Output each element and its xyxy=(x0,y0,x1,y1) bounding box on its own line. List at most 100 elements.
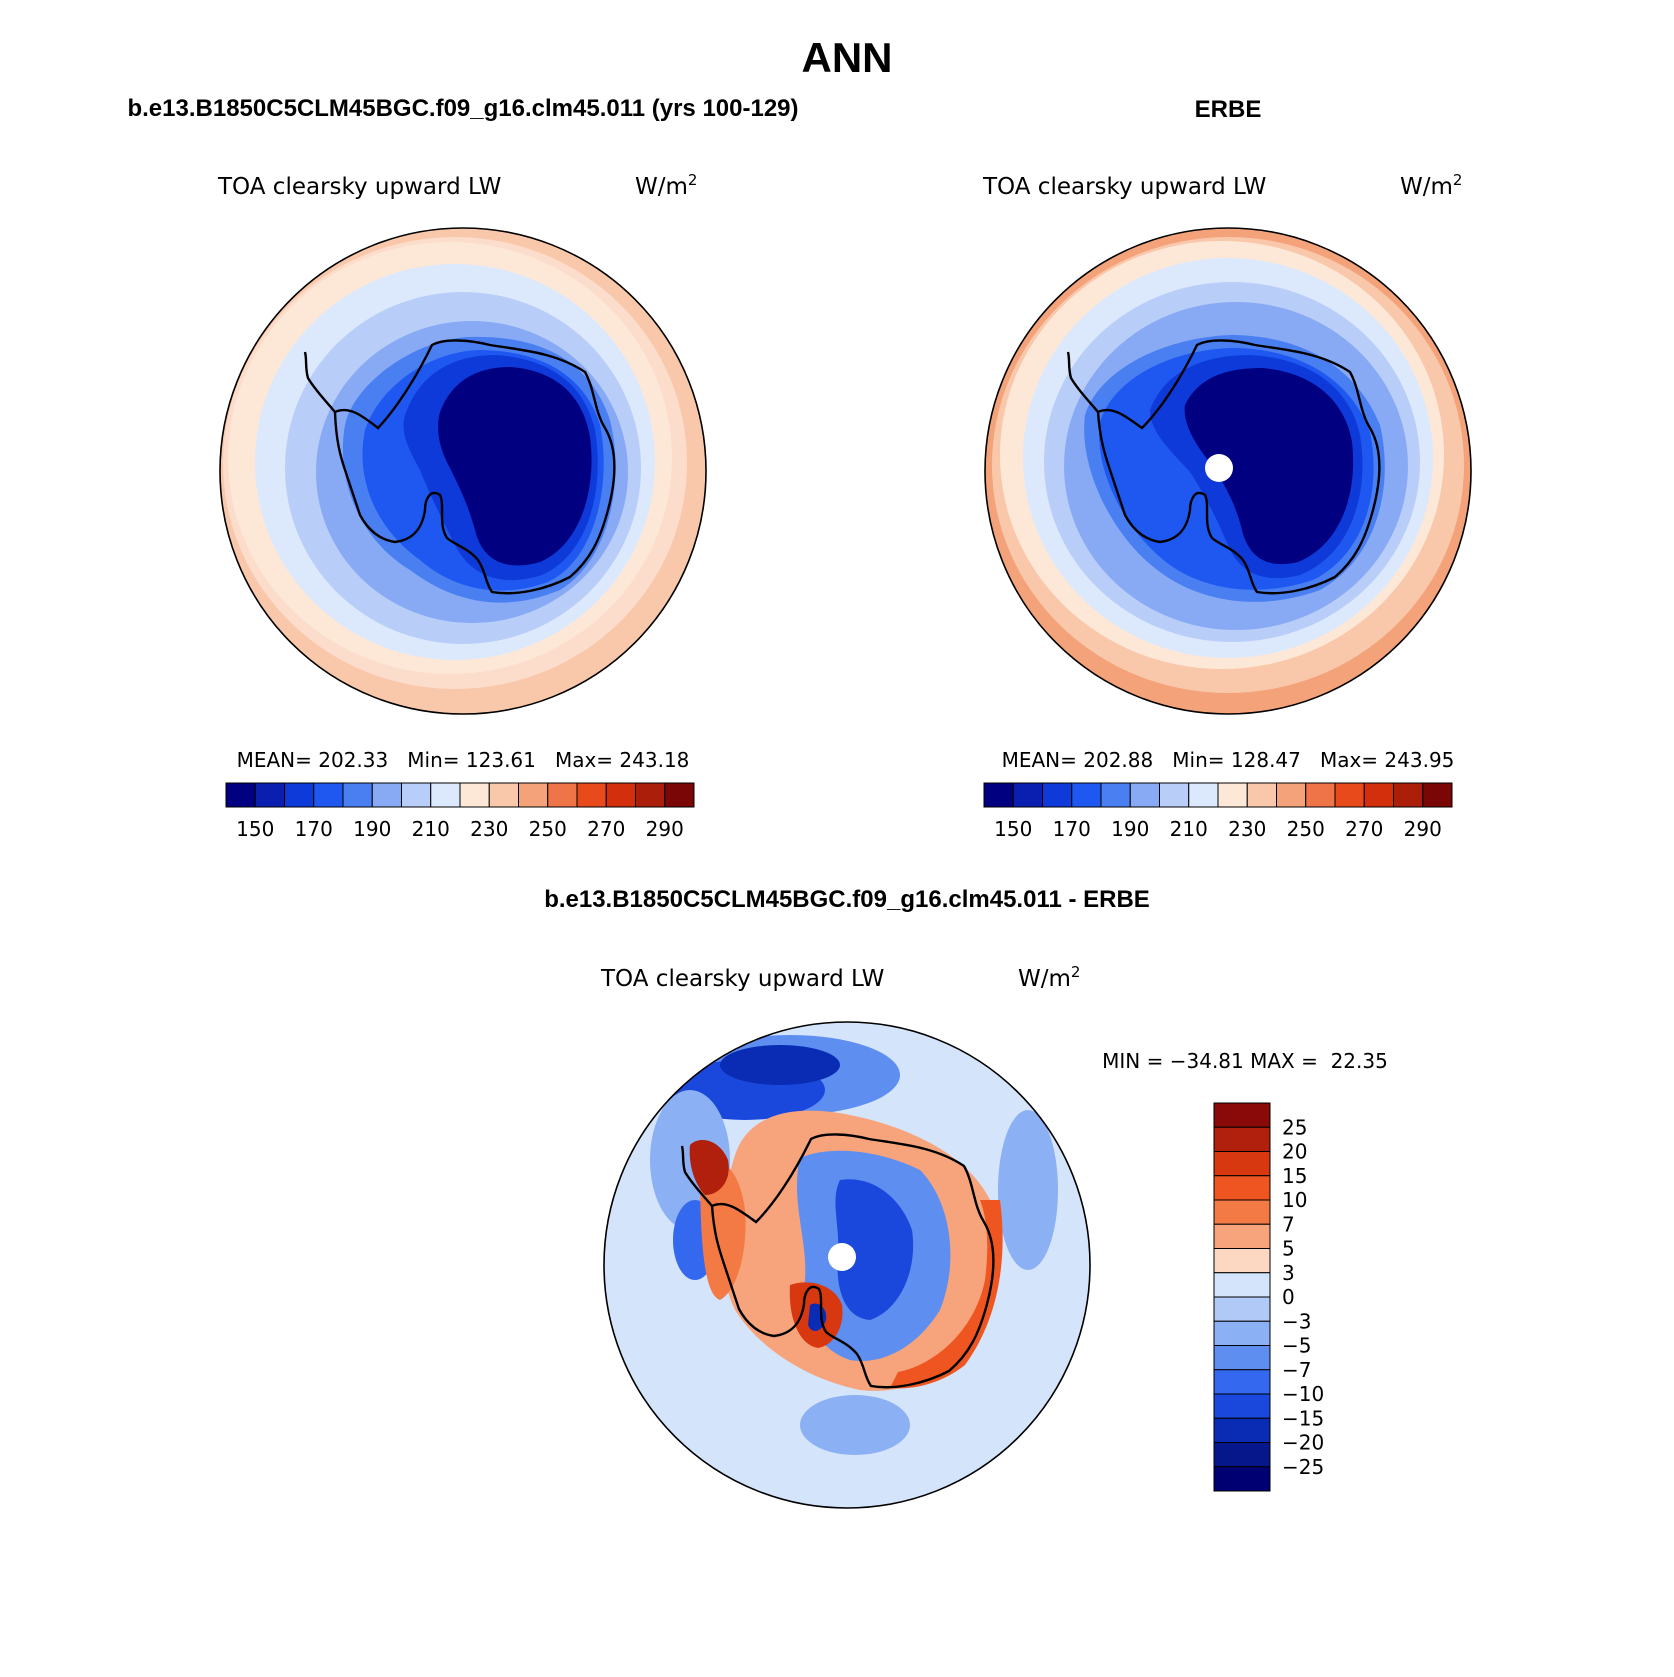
colorbar-tick-label: 250 xyxy=(529,817,567,841)
obs-map xyxy=(984,227,1472,715)
colorbar-tick-label: 5 xyxy=(1282,1237,1295,1261)
model-stats: MEAN= 202.33 Min= 123.61 Max= 243.18 xyxy=(237,748,690,772)
colorbar-swatch xyxy=(1213,1223,1271,1249)
model-colorbar: 150 170 190 210 230 250 270 290 xyxy=(225,782,695,841)
obs-colorbar: 150 170 190 210 230 250 270 290 xyxy=(983,782,1453,841)
colorbar-tick-label: 230 xyxy=(470,817,508,841)
peninsula-outline xyxy=(680,1145,713,1207)
colorbar-tick-label: 270 xyxy=(1345,817,1383,841)
colorbar-swatch xyxy=(1213,1417,1271,1443)
model-units-label: W/m2 xyxy=(635,171,697,200)
pole-hole xyxy=(1205,454,1233,482)
colorbar-swatch xyxy=(254,782,285,808)
colorbar-tick-label: 250 xyxy=(1287,817,1325,841)
colorbar-tick-label: 150 xyxy=(994,817,1032,841)
colorbar-tick-label: −25 xyxy=(1282,1455,1324,1479)
colorbar-swatch xyxy=(1276,782,1307,808)
colorbar-tick-label: −7 xyxy=(1282,1358,1311,1382)
obs-panel-title: ERBE xyxy=(1195,96,1262,123)
diff-panel-title: b.e13.B1850C5CLM45BGC.f09_g16.clm45.011 … xyxy=(544,886,1150,913)
colorbar-swatch xyxy=(1213,1442,1271,1468)
colorbar-tick-label: 190 xyxy=(1111,817,1149,841)
colorbar-tick-label: 290 xyxy=(1404,817,1442,841)
colorbar-swatch xyxy=(1213,1272,1271,1298)
colorbar-swatch xyxy=(342,782,373,808)
colorbar-swatch xyxy=(401,782,432,808)
colorbar-tick-label: 270 xyxy=(587,817,625,841)
colorbar-swatch xyxy=(1305,782,1336,808)
colorbar-swatch xyxy=(1188,782,1219,808)
colorbar-swatch xyxy=(284,782,315,808)
colorbar-tick-label: −5 xyxy=(1282,1334,1311,1358)
diff-map xyxy=(603,1021,1091,1509)
colorbar-swatch xyxy=(1213,1466,1271,1492)
coastline-outline xyxy=(333,339,616,595)
colorbar-swatch xyxy=(1213,1320,1271,1346)
colorbar-swatch xyxy=(576,782,607,808)
map-border xyxy=(603,1021,1091,1509)
colorbar-tick-label: 15 xyxy=(1282,1164,1307,1188)
colorbar-swatch xyxy=(1213,1151,1271,1177)
units-exponent: 2 xyxy=(1453,171,1463,189)
colorbar-swatch xyxy=(1100,782,1131,808)
colorbar-swatch xyxy=(1042,782,1073,808)
colorbar-tick-label: 190 xyxy=(353,817,391,841)
colorbar-swatch xyxy=(635,782,666,808)
colorbar-tick-label: −20 xyxy=(1282,1431,1324,1455)
colorbar-swatch xyxy=(605,782,636,808)
coastline-outline xyxy=(1096,339,1381,595)
colorbar-swatch xyxy=(371,782,402,808)
colorbar-swatch xyxy=(1363,782,1394,808)
colorbar-swatch xyxy=(518,782,549,808)
peninsula-outline xyxy=(303,351,336,413)
colorbar-swatch xyxy=(1393,782,1424,808)
colorbar-swatch xyxy=(1213,1199,1271,1225)
colorbar-swatch xyxy=(1422,782,1453,808)
peninsula-outline xyxy=(1066,351,1099,413)
colorbar-swatch xyxy=(1071,782,1102,808)
colorbar-swatch xyxy=(430,782,461,808)
colorbar-swatch xyxy=(1213,1369,1271,1395)
colorbar-swatch xyxy=(225,782,256,808)
colorbar-tick-label: 20 xyxy=(1282,1140,1307,1164)
colorbar-tick-label: 170 xyxy=(295,817,333,841)
colorbar-swatch xyxy=(1213,1102,1271,1128)
colorbar-swatch xyxy=(459,782,490,808)
colorbar-tick-label: −3 xyxy=(1282,1309,1311,1333)
colorbar-tick-label: −15 xyxy=(1282,1406,1324,1430)
colorbar-tick-label: −10 xyxy=(1282,1382,1324,1406)
colorbar-swatch xyxy=(1213,1175,1271,1201)
colorbar-tick-label: 3 xyxy=(1282,1261,1295,1285)
colorbar-tick-label: 25 xyxy=(1282,1115,1307,1139)
obs-variable-label: TOA clearsky upward LW xyxy=(982,174,1266,200)
model-panel-title: b.e13.B1850C5CLM45BGC.f09_g16.clm45.011 … xyxy=(127,95,798,122)
colorbar-swatch xyxy=(1213,1248,1271,1274)
colorbar-swatch xyxy=(983,782,1014,808)
model-map xyxy=(219,227,707,715)
colorbar-swatch xyxy=(1217,782,1248,808)
diff-units-label: W/m2 xyxy=(1018,963,1080,992)
colorbar-swatch xyxy=(488,782,519,808)
units-exponent: 2 xyxy=(688,171,698,189)
units-exponent: 2 xyxy=(1071,963,1081,981)
colorbar-swatch xyxy=(1213,1296,1271,1322)
season-title: ANN xyxy=(802,34,893,81)
colorbar-tick-label: 170 xyxy=(1053,817,1091,841)
colorbar-tick-label: 7 xyxy=(1282,1212,1295,1236)
colorbar-swatch xyxy=(1129,782,1160,808)
colorbar-swatch xyxy=(1012,782,1043,808)
map-border xyxy=(984,227,1472,715)
diff-variable-label: TOA clearsky upward LW xyxy=(600,966,884,992)
pole-hole xyxy=(828,1243,856,1271)
colorbar-swatch xyxy=(1213,1393,1271,1419)
colorbar-tick-label: 230 xyxy=(1228,817,1266,841)
colorbar-tick-label: 150 xyxy=(236,817,274,841)
colorbar-tick-label: 290 xyxy=(646,817,684,841)
colorbar-tick-label: 10 xyxy=(1282,1188,1307,1212)
colorbar-tick-label: 0 xyxy=(1282,1285,1295,1309)
model-variable-label: TOA clearsky upward LW xyxy=(217,174,501,200)
colorbar-swatch xyxy=(1334,782,1365,808)
colorbar-tick-label: 210 xyxy=(412,817,450,841)
